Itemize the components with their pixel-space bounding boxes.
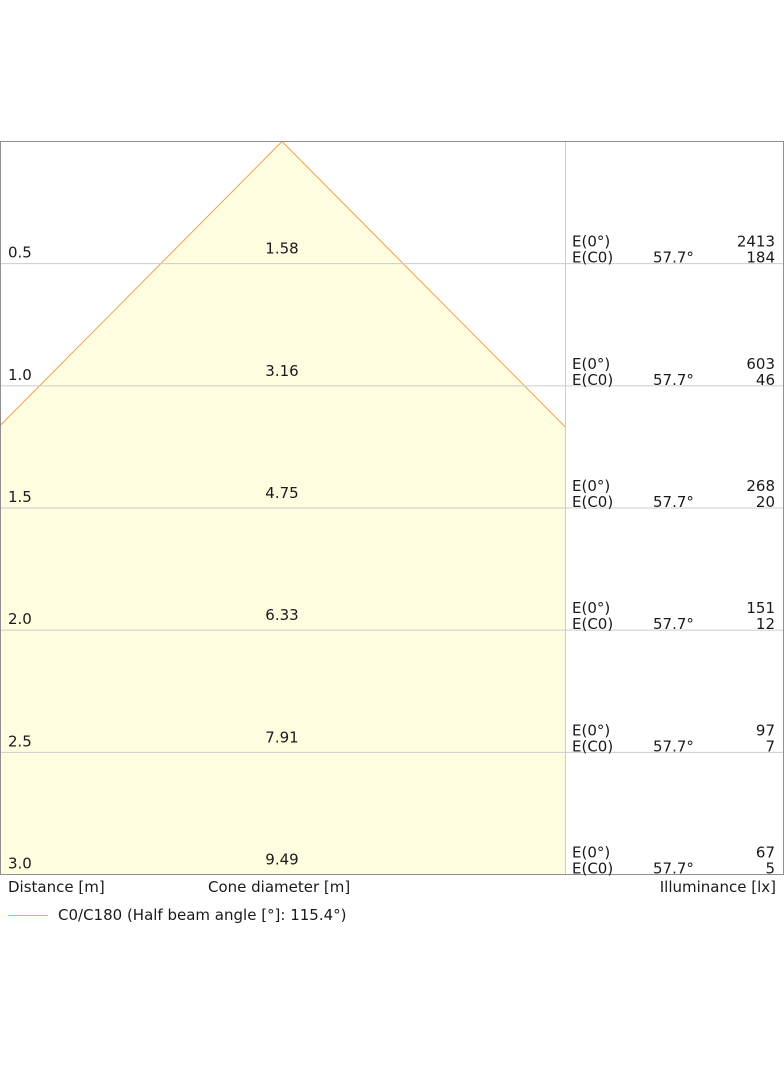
ec0-label: E(C0) [572,249,613,267]
e0-value: 67 [756,844,775,862]
ec0-value: 20 [756,493,775,511]
cone-diameter-label: 3.16 [265,362,298,380]
ec0-value: 12 [756,615,775,633]
illuminance-axis-label: Illuminance [lx] [659,878,776,896]
angle-label: 57.7° [653,737,694,755]
legend: C0/C180 (Half beam angle [°]: 115.4°) [8,905,347,925]
e0-label: E(0°) [572,599,610,617]
angle-label: 57.7° [653,371,694,389]
ec0-value: 46 [756,371,775,389]
cone-diameter-label: 4.75 [265,484,298,502]
e0-label: E(0°) [572,721,610,739]
distance-tick-label: 0.5 [8,244,32,262]
e0-value: 151 [746,599,775,617]
e0-label: E(0°) [572,844,610,862]
distance-tick-label: 2.5 [8,732,32,750]
grid-layer [0,141,784,875]
distance-tick-label: 1.5 [8,488,32,506]
angle-label: 57.7° [653,860,694,878]
distance-axis-label: Distance [m] [8,878,105,896]
distance-tick-label: 3.0 [8,855,32,873]
ec0-label: E(C0) [572,615,613,633]
cone-diameter-label: 7.91 [265,728,298,746]
e0-value: 97 [756,721,775,739]
angle-label: 57.7° [653,493,694,511]
ec0-label: E(C0) [572,493,613,511]
e0-label: E(0°) [572,233,610,251]
angle-label: 57.7° [653,615,694,633]
ec0-value: 5 [765,860,775,878]
e0-label: E(0°) [572,355,610,373]
e0-value: 2413 [737,233,775,251]
e0-value: 268 [746,477,775,495]
distance-tick-label: 1.0 [8,366,32,384]
angle-label: 57.7° [653,249,694,267]
cone-diameter-label: 9.49 [265,851,298,869]
cone-diameter-axis-label: Cone diameter [m] [208,878,351,896]
e0-value: 603 [746,355,775,373]
e0-label: E(0°) [572,477,610,495]
ec0-value: 7 [765,737,775,755]
ec0-label: E(C0) [572,371,613,389]
cone-diameter-label: 6.33 [265,606,298,624]
ec0-label: E(C0) [572,860,613,878]
legend-label: C0/C180 (Half beam angle [°]: 115.4°) [58,906,347,924]
ec0-label: E(C0) [572,737,613,755]
ec0-value: 184 [746,249,775,267]
legend-line-swatch [8,914,48,916]
cone-diameter-label: 1.58 [265,240,298,258]
distance-tick-label: 2.0 [8,610,32,628]
